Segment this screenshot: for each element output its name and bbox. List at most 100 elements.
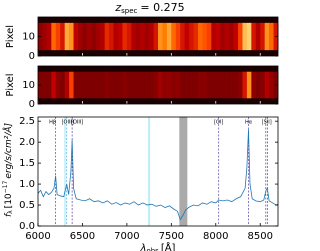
image-column [46,71,52,99]
image-column [149,71,154,99]
image-column [131,22,137,51]
y-tick-label: 10 [22,32,35,43]
image-column [100,22,105,51]
image-column [198,71,203,99]
xlabel-subscript: obs [146,247,159,251]
image-column [246,22,252,51]
image-column [220,22,225,51]
image-column [215,22,221,51]
image-column [113,71,119,99]
image-column [64,71,70,99]
x-axis-label: λobs [Å] [140,241,176,251]
x-tick-label: 7500 [159,231,184,242]
plot-frame [37,116,279,227]
image-column [202,71,208,99]
image-column [122,71,128,99]
x-tick-label: 7000 [114,231,139,242]
y-tick-label: 10 [22,80,35,91]
image-column [246,71,252,99]
image-column [149,22,154,51]
ylabel-exponent: −17 [2,181,9,194]
image-column [202,22,208,51]
image-column [166,71,172,99]
image-column [42,71,48,99]
image-column [91,71,97,99]
image-column [55,71,61,99]
image-column [109,22,114,51]
y-tick-label: 2.5 [19,116,35,127]
line-label: [OIII] [71,120,83,126]
image-column [104,71,110,99]
image-column [198,22,203,51]
plot-frame [37,65,279,105]
image-column [224,22,230,51]
ylabel-symbol: f [4,212,14,217]
y-axis-label: Pixel [5,73,16,96]
image-column [211,71,217,99]
image-column [220,71,225,99]
image-column [86,71,92,99]
y-tick-label: 0.5 [19,200,35,211]
y-tick-label: 1.0 [19,179,35,190]
image-column [78,71,83,99]
image-column [264,22,270,51]
image-column [215,71,221,99]
image-column [144,22,150,51]
ylabel-unit: erg/s/cm²/Å] [2,122,14,178]
image-column [162,71,168,99]
image-column [55,22,61,51]
image-column [229,22,234,51]
image-column [224,71,230,99]
y-tick-label: 0.0 [19,221,35,232]
title-text: = 0.275 [140,1,184,14]
image-column [233,22,239,51]
image-column [269,22,274,51]
image-column [42,22,48,51]
image-column [82,71,88,99]
x-tick-label: 8500 [247,231,272,242]
x-tick-label: 6000 [25,231,50,242]
x-tick-label: 6500 [70,231,95,242]
image-column [122,22,128,51]
line-label: [SII] [262,120,272,126]
image-column [153,71,159,99]
image-column [189,22,194,51]
image-column [131,71,137,99]
image-column [73,71,79,99]
image-column [238,22,243,51]
image-column [193,71,199,99]
image-column [260,22,265,51]
image-column [126,71,132,99]
x-tick-label: 8000 [203,231,228,242]
image-column [113,22,119,51]
image-column [73,22,79,51]
image-column [264,71,270,99]
image-column [171,71,177,99]
image-column [140,22,145,51]
image-column [64,22,70,51]
line-label: Hα [245,120,253,126]
image-column [135,71,141,99]
image-column [78,22,83,51]
line-label: [OIII] [62,120,74,126]
image-column [175,22,181,51]
y-axis-label: Pixel [5,25,16,48]
image-column [193,22,199,51]
image-column [126,22,132,51]
image-column [255,71,261,99]
image-column [260,71,265,99]
image-column [171,22,177,51]
y-tick-label: 0 [29,99,35,110]
image-column [211,22,217,51]
xlabel-text: [Å] [161,241,176,251]
image-column [140,71,145,99]
image-column [82,22,88,51]
xlabel-symbol: λ [140,243,147,251]
image-column [206,22,212,51]
image-column [166,22,172,51]
plot-frame [37,16,279,57]
image-column [91,22,97,51]
line-label: [OI] [214,120,223,126]
image-column [153,22,159,51]
spectrum-line [37,129,279,221]
